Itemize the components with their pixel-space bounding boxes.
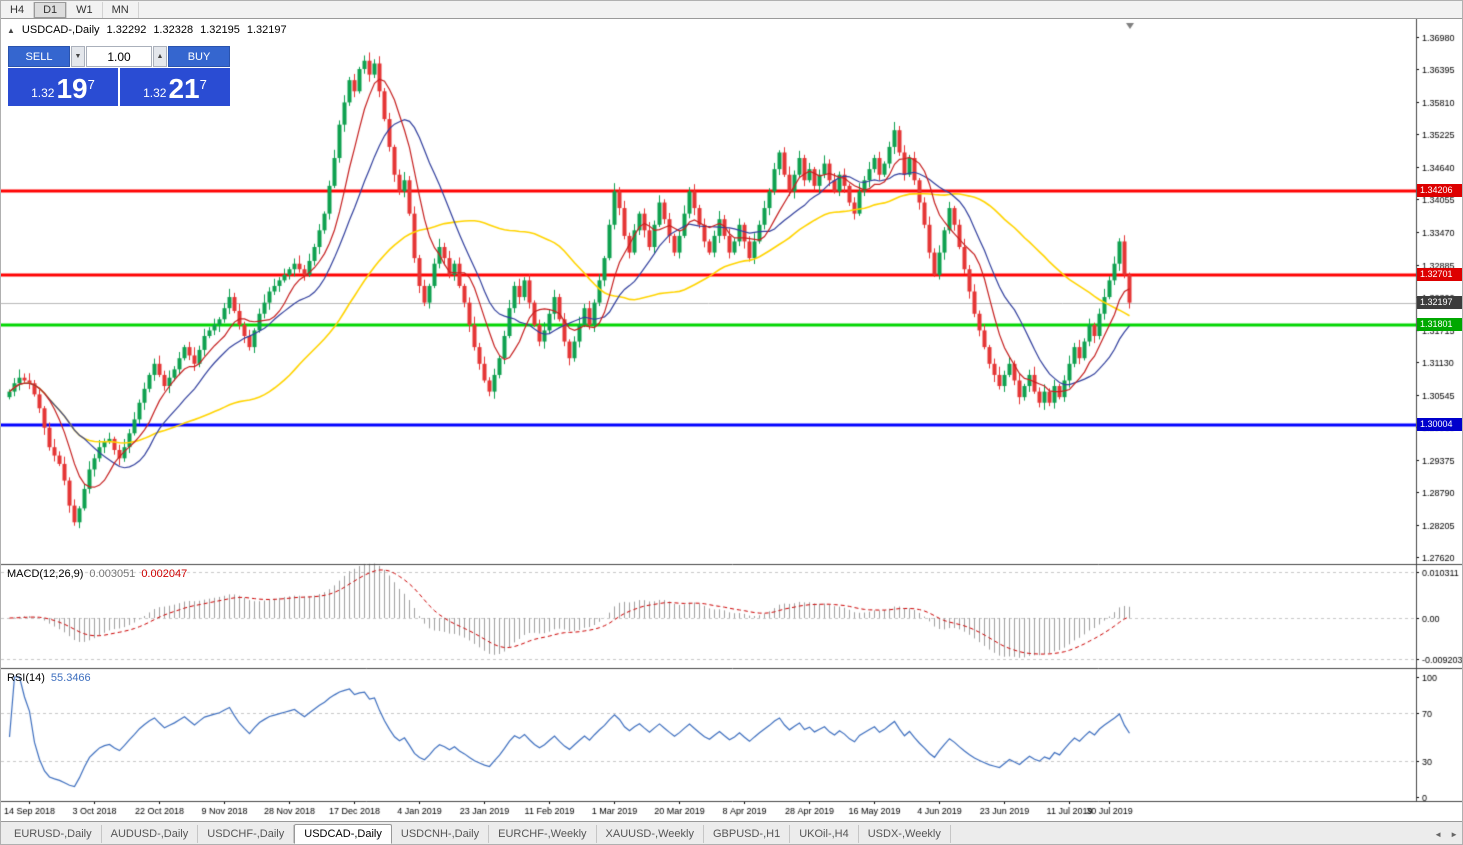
chart-symbol-label: USDCAD-,Daily	[21, 24, 100, 36]
buy-button[interactable]: BUY	[168, 46, 230, 67]
sell-price-display[interactable]: 1.32 19 7	[8, 68, 118, 106]
buy-price-display[interactable]: 1.32 21 7	[120, 68, 230, 106]
macd-title: MACD(12,26,9)	[7, 568, 84, 580]
tab-usdcnh-daily[interactable]: USDCNH-,Daily	[392, 825, 490, 843]
timeframe-button-h4[interactable]: H4	[1, 1, 35, 18]
tab-usdx-weekly[interactable]: USDX-,Weekly	[859, 825, 951, 843]
rsi-indicator-label: RSI(14) 55.3466	[7, 672, 91, 684]
tab-eurusd-daily[interactable]: EURUSD-,Daily	[5, 825, 102, 843]
support-level-badge-1: 1.31801	[1417, 318, 1462, 331]
resistance-level-badge-1: 1.34206	[1417, 184, 1462, 197]
macd-main-value: 0.003051	[89, 568, 136, 580]
sell-button[interactable]: SELL	[8, 46, 70, 67]
sell-price-prefix: 1.32	[31, 86, 55, 100]
timeframe-button-mn[interactable]: MN	[103, 1, 139, 18]
tab-scroll-right-icon[interactable]: ►	[1450, 829, 1458, 839]
tab-eurchf-weekly[interactable]: EURCHF-,Weekly	[489, 825, 597, 843]
support-level-badge-2: 1.30004	[1417, 418, 1462, 431]
tab-gbpusd-h1[interactable]: GBPUSD-,H1	[704, 825, 791, 843]
macd-signal-value: 0.002047	[141, 568, 188, 580]
tab-xauusd-weekly[interactable]: XAUUSD-,Weekly	[597, 825, 704, 843]
macd-indicator-label: MACD(12,26,9) 0.003051 0.002047	[7, 568, 187, 580]
chart-header: ▲ USDCAD-,Daily 1.32292 1.32328 1.32195 …	[7, 24, 287, 36]
chart-tab-bar: EURUSD-,Daily AUDUSD-,Daily USDCHF-,Dail…	[1, 821, 1462, 844]
sell-price-fraction: 7	[87, 77, 95, 92]
volume-increase-button[interactable]: ▲	[153, 46, 167, 67]
timeframe-button-d1[interactable]: D1	[34, 1, 68, 18]
price-chart-canvas[interactable]	[1, 19, 1462, 821]
tab-usdchf-daily[interactable]: USDCHF-,Daily	[198, 825, 295, 843]
rsi-value: 55.3466	[50, 672, 91, 684]
ohlc-open-value: 1.32292	[106, 24, 147, 36]
tab-ukoil-h4[interactable]: UKOil-,H4	[790, 825, 859, 843]
rsi-title: RSI(14)	[7, 672, 45, 684]
current-price-badge: 1.32197	[1417, 296, 1462, 309]
resistance-level-badge-2: 1.32701	[1417, 268, 1462, 281]
volume-input[interactable]	[86, 46, 152, 67]
buy-price-pips: 21	[168, 73, 200, 104]
chart-workspace: ▲ USDCAD-,Daily 1.32292 1.32328 1.32195 …	[1, 19, 1462, 821]
buy-price-prefix: 1.32	[143, 86, 167, 100]
tab-usdcad-daily[interactable]: USDCAD-,Daily	[294, 823, 392, 844]
one-click-trading-panel: SELL ▼ ▲ BUY 1.32 19 7 1.32 21 7	[8, 46, 230, 106]
timeframe-toolbar: H4 D1 W1 MN	[1, 1, 1462, 19]
one-click-collapse-icon[interactable]: ▲	[7, 25, 15, 35]
ohlc-high-value: 1.32328	[153, 24, 194, 36]
sell-price-pips: 19	[56, 73, 88, 104]
tab-audusd-daily[interactable]: AUDUSD-,Daily	[102, 825, 199, 843]
ohlc-close-value: 1.32197	[246, 24, 287, 36]
timeframe-button-w1[interactable]: W1	[67, 1, 103, 18]
volume-decrease-button[interactable]: ▼	[71, 46, 85, 67]
ohlc-low-value: 1.32195	[200, 24, 240, 36]
tab-scroll-left-icon[interactable]: ◄	[1434, 829, 1443, 839]
buy-price-fraction: 7	[199, 77, 207, 92]
